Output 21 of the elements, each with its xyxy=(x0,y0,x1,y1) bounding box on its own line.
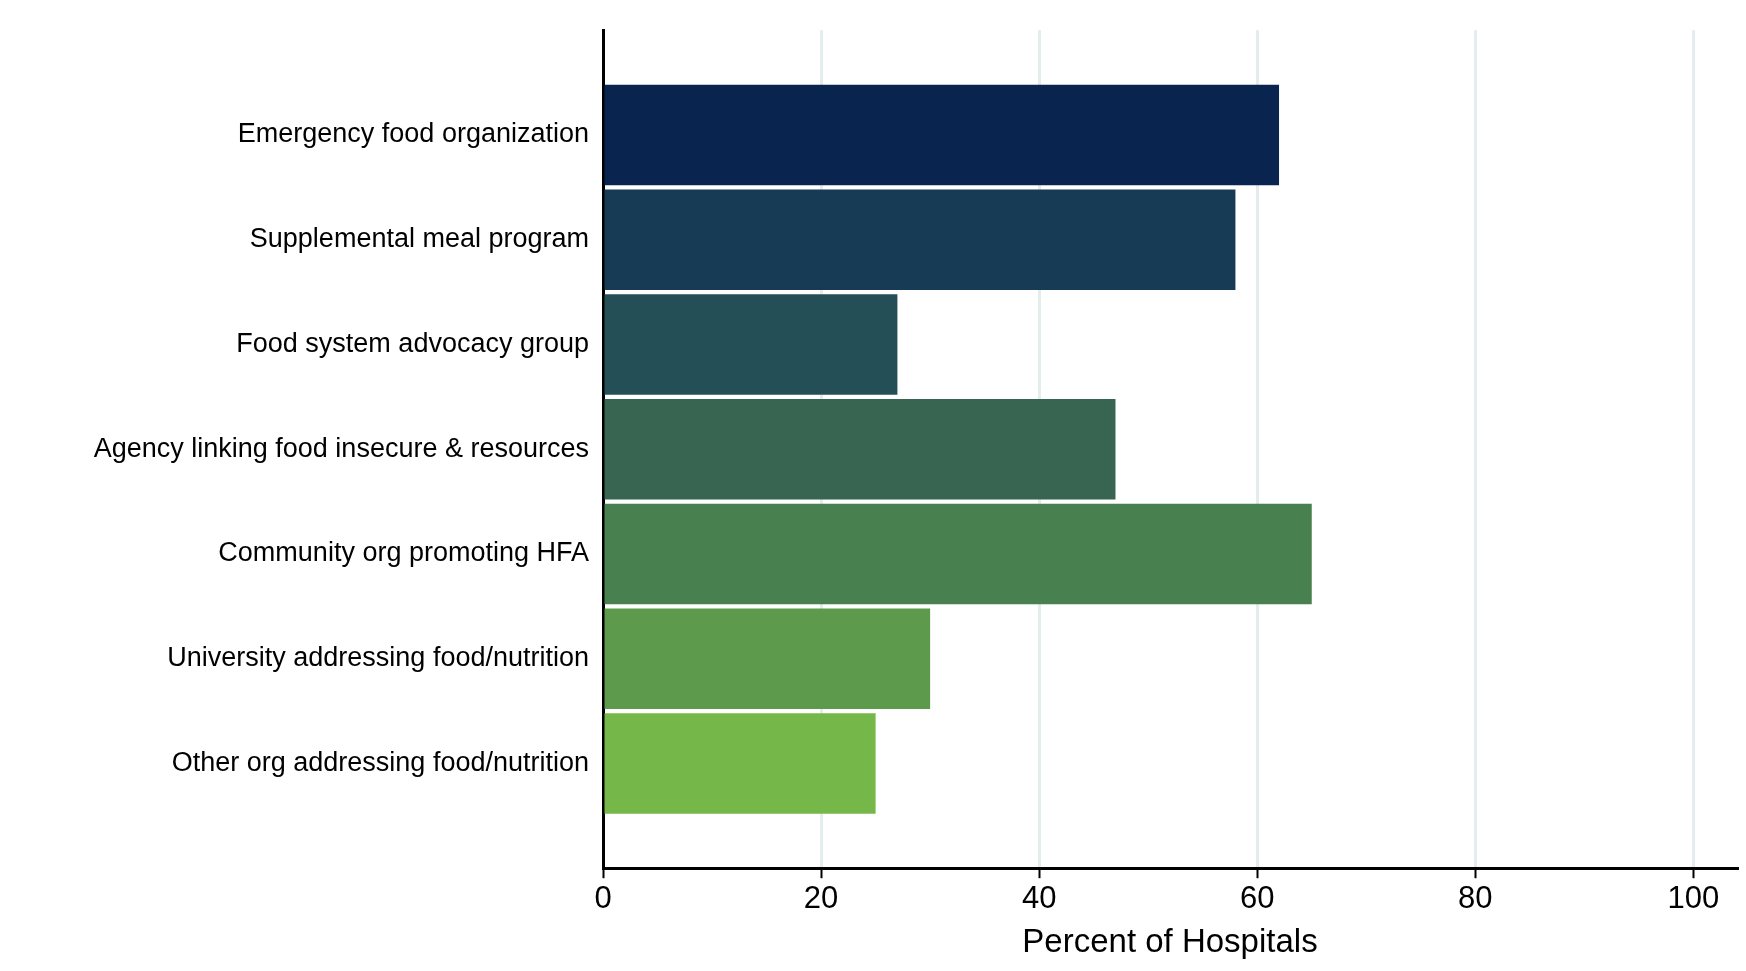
bar xyxy=(604,294,898,395)
y-tick-label: Food system advocacy group xyxy=(236,327,589,358)
y-tick-label: University addressing food/nutrition xyxy=(167,642,589,673)
x-axis-title: Percent of Hospitals xyxy=(1022,922,1318,960)
bar xyxy=(604,189,1236,290)
y-tick-label: Community org promoting HFA xyxy=(218,537,589,568)
y-tick-label: Other org addressing food/nutrition xyxy=(171,746,589,777)
x-tick-label: 80 xyxy=(1458,880,1493,916)
x-tick-label: 60 xyxy=(1239,880,1275,916)
bar xyxy=(604,503,1312,605)
x-tick-label: 20 xyxy=(803,880,839,916)
bar xyxy=(604,84,1280,186)
bar xyxy=(604,713,876,814)
x-tick-label: 40 xyxy=(1021,880,1057,916)
x-tick-label: 0 xyxy=(594,880,612,916)
y-tick-label: Emergency food organization xyxy=(237,118,589,149)
x-tick-label: 100 xyxy=(1667,880,1720,916)
y-tick-label: Agency linking food insecure & resources xyxy=(93,432,589,463)
bar xyxy=(604,608,931,709)
bar xyxy=(604,398,1116,500)
y-tick-label: Supplemental meal program xyxy=(249,223,589,254)
